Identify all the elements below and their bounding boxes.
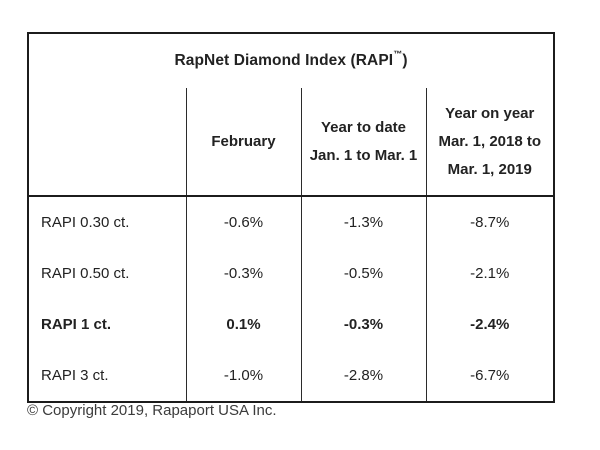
- row-value-february: -0.3%: [185, 248, 301, 299]
- table-title: RapNet Diamond Index (RAPI™): [28, 33, 554, 88]
- table-row-rapi-030: RAPI 0.30 ct. -0.6% -1.3% -8.7%: [28, 196, 555, 248]
- copyright-text: © Copyright 2019, Rapaport USA Inc.: [27, 402, 277, 419]
- row-value-february: 0.1%: [185, 299, 301, 350]
- row-value-yoy: -6.7%: [425, 350, 555, 402]
- row-label: RAPI 1 ct.: [41, 316, 112, 333]
- trademark-symbol: ™: [393, 49, 403, 60]
- row-value-yoy: -2.4%: [425, 299, 555, 350]
- row-label: RAPI 3 ct.: [41, 367, 109, 384]
- header-year-on-year: Year on year Mar. 1, 2018 to Mar. 1, 201…: [425, 88, 555, 197]
- row-value-yoy: -2.1%: [425, 248, 555, 299]
- row-value-february: -0.6%: [185, 196, 301, 248]
- row-label: RAPI 0.50 ct.: [41, 265, 130, 282]
- rapi-index-table: RapNet Diamond Index (RAPI™) February Ye…: [27, 32, 556, 403]
- table-title-text: RapNet Diamond Index (RAPI: [174, 52, 394, 70]
- table-row-rapi-3: RAPI 3 ct. -1.0% -2.8% -6.7%: [28, 350, 555, 402]
- row-value-ytd: -0.3%: [300, 299, 426, 350]
- row-label: RAPI 0.30 ct.: [41, 214, 130, 231]
- table-row-rapi-050: RAPI 0.50 ct. -0.3% -0.5% -2.1%: [28, 248, 555, 299]
- row-value-ytd: -2.8%: [300, 350, 426, 402]
- row-value-february: -1.0%: [185, 350, 301, 402]
- table-row-rapi-1: RAPI 1 ct. 0.1% -0.3% -2.4%: [28, 299, 555, 350]
- header-february: February: [185, 88, 301, 197]
- header-blank-cell: [28, 88, 186, 197]
- table-header-row: February Year to date Jan. 1 to Mar. 1 Y…: [28, 88, 555, 197]
- row-value-yoy: -8.7%: [425, 196, 555, 248]
- row-value-ytd: -1.3%: [300, 196, 426, 248]
- header-year-to-date: Year to date Jan. 1 to Mar. 1: [300, 88, 426, 197]
- row-value-ytd: -0.5%: [300, 248, 426, 299]
- table-title-close: ): [402, 52, 408, 70]
- table-title-row: RapNet Diamond Index (RAPI™): [28, 33, 554, 88]
